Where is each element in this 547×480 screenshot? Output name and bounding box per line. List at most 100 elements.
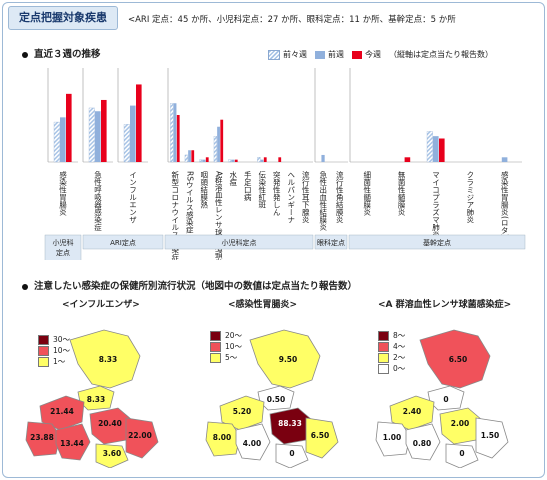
map-legend-row: 20～ xyxy=(210,330,242,341)
category-label-12: 流行性耳下腺炎 xyxy=(301,170,310,224)
map-region-value-5: 20.40 xyxy=(98,419,122,428)
map-legend-gastroenteritis: 20～ 10～ 5～ xyxy=(210,330,242,363)
map-region-3 xyxy=(205,421,241,457)
group-label-1: ARI定点 xyxy=(110,238,136,247)
map-region-value-0: 8.33 xyxy=(99,355,118,364)
map-region-2 xyxy=(389,395,435,431)
legend-box xyxy=(210,330,221,341)
legend-label-2: 今週 xyxy=(365,50,381,59)
category-label-13: 急性出血性結膜炎 xyxy=(319,170,328,231)
bar-前週-1 xyxy=(95,111,101,162)
category-label-7: 水痘 xyxy=(229,170,238,188)
category-label-10: 突発性発しん xyxy=(272,170,281,217)
map-region-value-2: 2.40 xyxy=(403,407,422,416)
bullet-icon xyxy=(22,283,28,290)
map-legend-row: 1～ xyxy=(38,356,70,367)
legend-box xyxy=(378,363,389,374)
legend-box xyxy=(38,356,49,367)
group-box-0 xyxy=(44,234,82,260)
map-region-value-3: 8.00 xyxy=(213,433,232,442)
bar-前週-2 xyxy=(130,105,136,162)
bullet-icon xyxy=(22,51,28,58)
bar-前週-6 xyxy=(217,126,220,162)
map-region-value-7: 0 xyxy=(459,449,464,458)
legend-label: 1～ xyxy=(53,357,66,366)
bar-前週-17 xyxy=(433,136,439,162)
map-region-3 xyxy=(25,421,61,457)
map-region-0 xyxy=(249,329,321,389)
map-region-value-4: 0.80 xyxy=(413,439,432,448)
map-title-influenza: <インフルエンザ> xyxy=(62,300,140,310)
legend-note: （縦軸は定点当たり報告数） xyxy=(389,50,493,59)
map-region-value-1: 8.33 xyxy=(87,395,106,404)
map-region-3 xyxy=(375,421,411,457)
legend-label: 8～ xyxy=(393,331,406,340)
map-legend-row: 4～ xyxy=(378,341,405,352)
map-region-4 xyxy=(235,423,271,461)
legend-label-1: 前週 xyxy=(328,50,344,59)
map-region-4 xyxy=(405,423,441,461)
map-2: 6.50 0 2.40 1.00 0.80 2.00 1.50 0 xyxy=(375,329,509,468)
bar-今週-7 xyxy=(234,159,238,162)
legend-box xyxy=(378,341,389,352)
group-label-0: 定点 xyxy=(56,248,70,257)
map-region-7 xyxy=(275,443,309,468)
bar-前週-19 xyxy=(501,157,508,162)
category-label-11: ヘルパンギーナ xyxy=(287,171,296,224)
map-region-value-6: 6.50 xyxy=(311,431,330,440)
group-label-3: 眼科定点 xyxy=(317,238,345,247)
map-legend-row: 8～ xyxy=(378,330,405,341)
map-legend-row: 30～ xyxy=(38,334,70,345)
bar-今週-10 xyxy=(278,157,282,162)
map-section-title: 注意したい感染症の保健所別流行状況（地図中の数値は定点当たり報告数） xyxy=(22,278,357,292)
group-label-0: 小児科 xyxy=(53,238,74,247)
category-label-4: RSウイルス感染症 xyxy=(185,171,194,235)
legend-item-2: 今週 xyxy=(352,49,381,60)
map-legend-row: 0～ xyxy=(378,363,405,374)
bar-前週-3 xyxy=(173,103,177,162)
bar-前々週-2 xyxy=(123,124,130,163)
map-0: 8.33 8.33 21.44 23.88 13.44 20.40 22.00 3.60 xyxy=(25,329,159,468)
category-label-19: 感染性胃腸炎(ロタ) xyxy=(500,170,509,237)
map-region-value-2: 21.44 xyxy=(50,407,74,416)
bar-前々週-5 xyxy=(199,159,203,163)
bar-前週-7 xyxy=(231,159,235,162)
bar-前々週-7 xyxy=(228,159,232,163)
bar-section-title: 直近３週の推移 xyxy=(22,46,101,60)
map-region-value-0: 9.50 xyxy=(279,355,298,364)
bar-今週-17 xyxy=(439,138,445,162)
legend-swatch-red xyxy=(352,50,362,59)
group-label-4: 基幹定点 xyxy=(423,238,451,247)
bar-前週-0 xyxy=(60,117,66,162)
map-legend-row: 10～ xyxy=(210,341,242,352)
bar-前週-9 xyxy=(260,159,264,162)
map-region-6 xyxy=(475,417,509,459)
bar-今週-6 xyxy=(220,119,224,162)
maps-area: 8.33 8.33 21.44 23.88 13.44 20.40 22.00 3.60 9.5… xyxy=(25,329,509,468)
legend-label: 30～ xyxy=(53,335,71,344)
legend-label: 20～ xyxy=(225,331,243,340)
bar-今週-2 xyxy=(136,84,142,162)
legend-label: 4～ xyxy=(393,342,406,351)
category-label-15: 細菌性髄膜炎 xyxy=(362,170,371,216)
legend-label-0: 前々週 xyxy=(283,50,307,59)
category-label-17: マイコプラズマ肺炎 xyxy=(431,171,440,239)
legend-item-0: 前々週 xyxy=(268,49,307,60)
bar-今週-0 xyxy=(66,93,72,162)
legend-box xyxy=(210,341,221,352)
map-legend-strep: 8～ 4～ 2～ 0～ xyxy=(378,330,405,374)
map-region-7 xyxy=(445,443,479,468)
map-region-4 xyxy=(55,423,91,461)
map-region-value-4: 4.00 xyxy=(243,439,262,448)
category-label-3: 新型コロナウイルス感染症 xyxy=(171,170,180,260)
legend-box xyxy=(378,352,389,363)
map-region-value-0: 6.50 xyxy=(449,355,468,364)
bar-今週-3 xyxy=(176,115,180,162)
map-region-7 xyxy=(95,443,129,468)
bar-今週-1 xyxy=(101,99,107,162)
bar-前々週-9 xyxy=(257,157,261,163)
map-region-value-6: 1.50 xyxy=(481,431,500,440)
bar-前々週-3 xyxy=(170,103,174,163)
map-legend-influenza: 30～ 10～ 1～ xyxy=(38,334,70,367)
